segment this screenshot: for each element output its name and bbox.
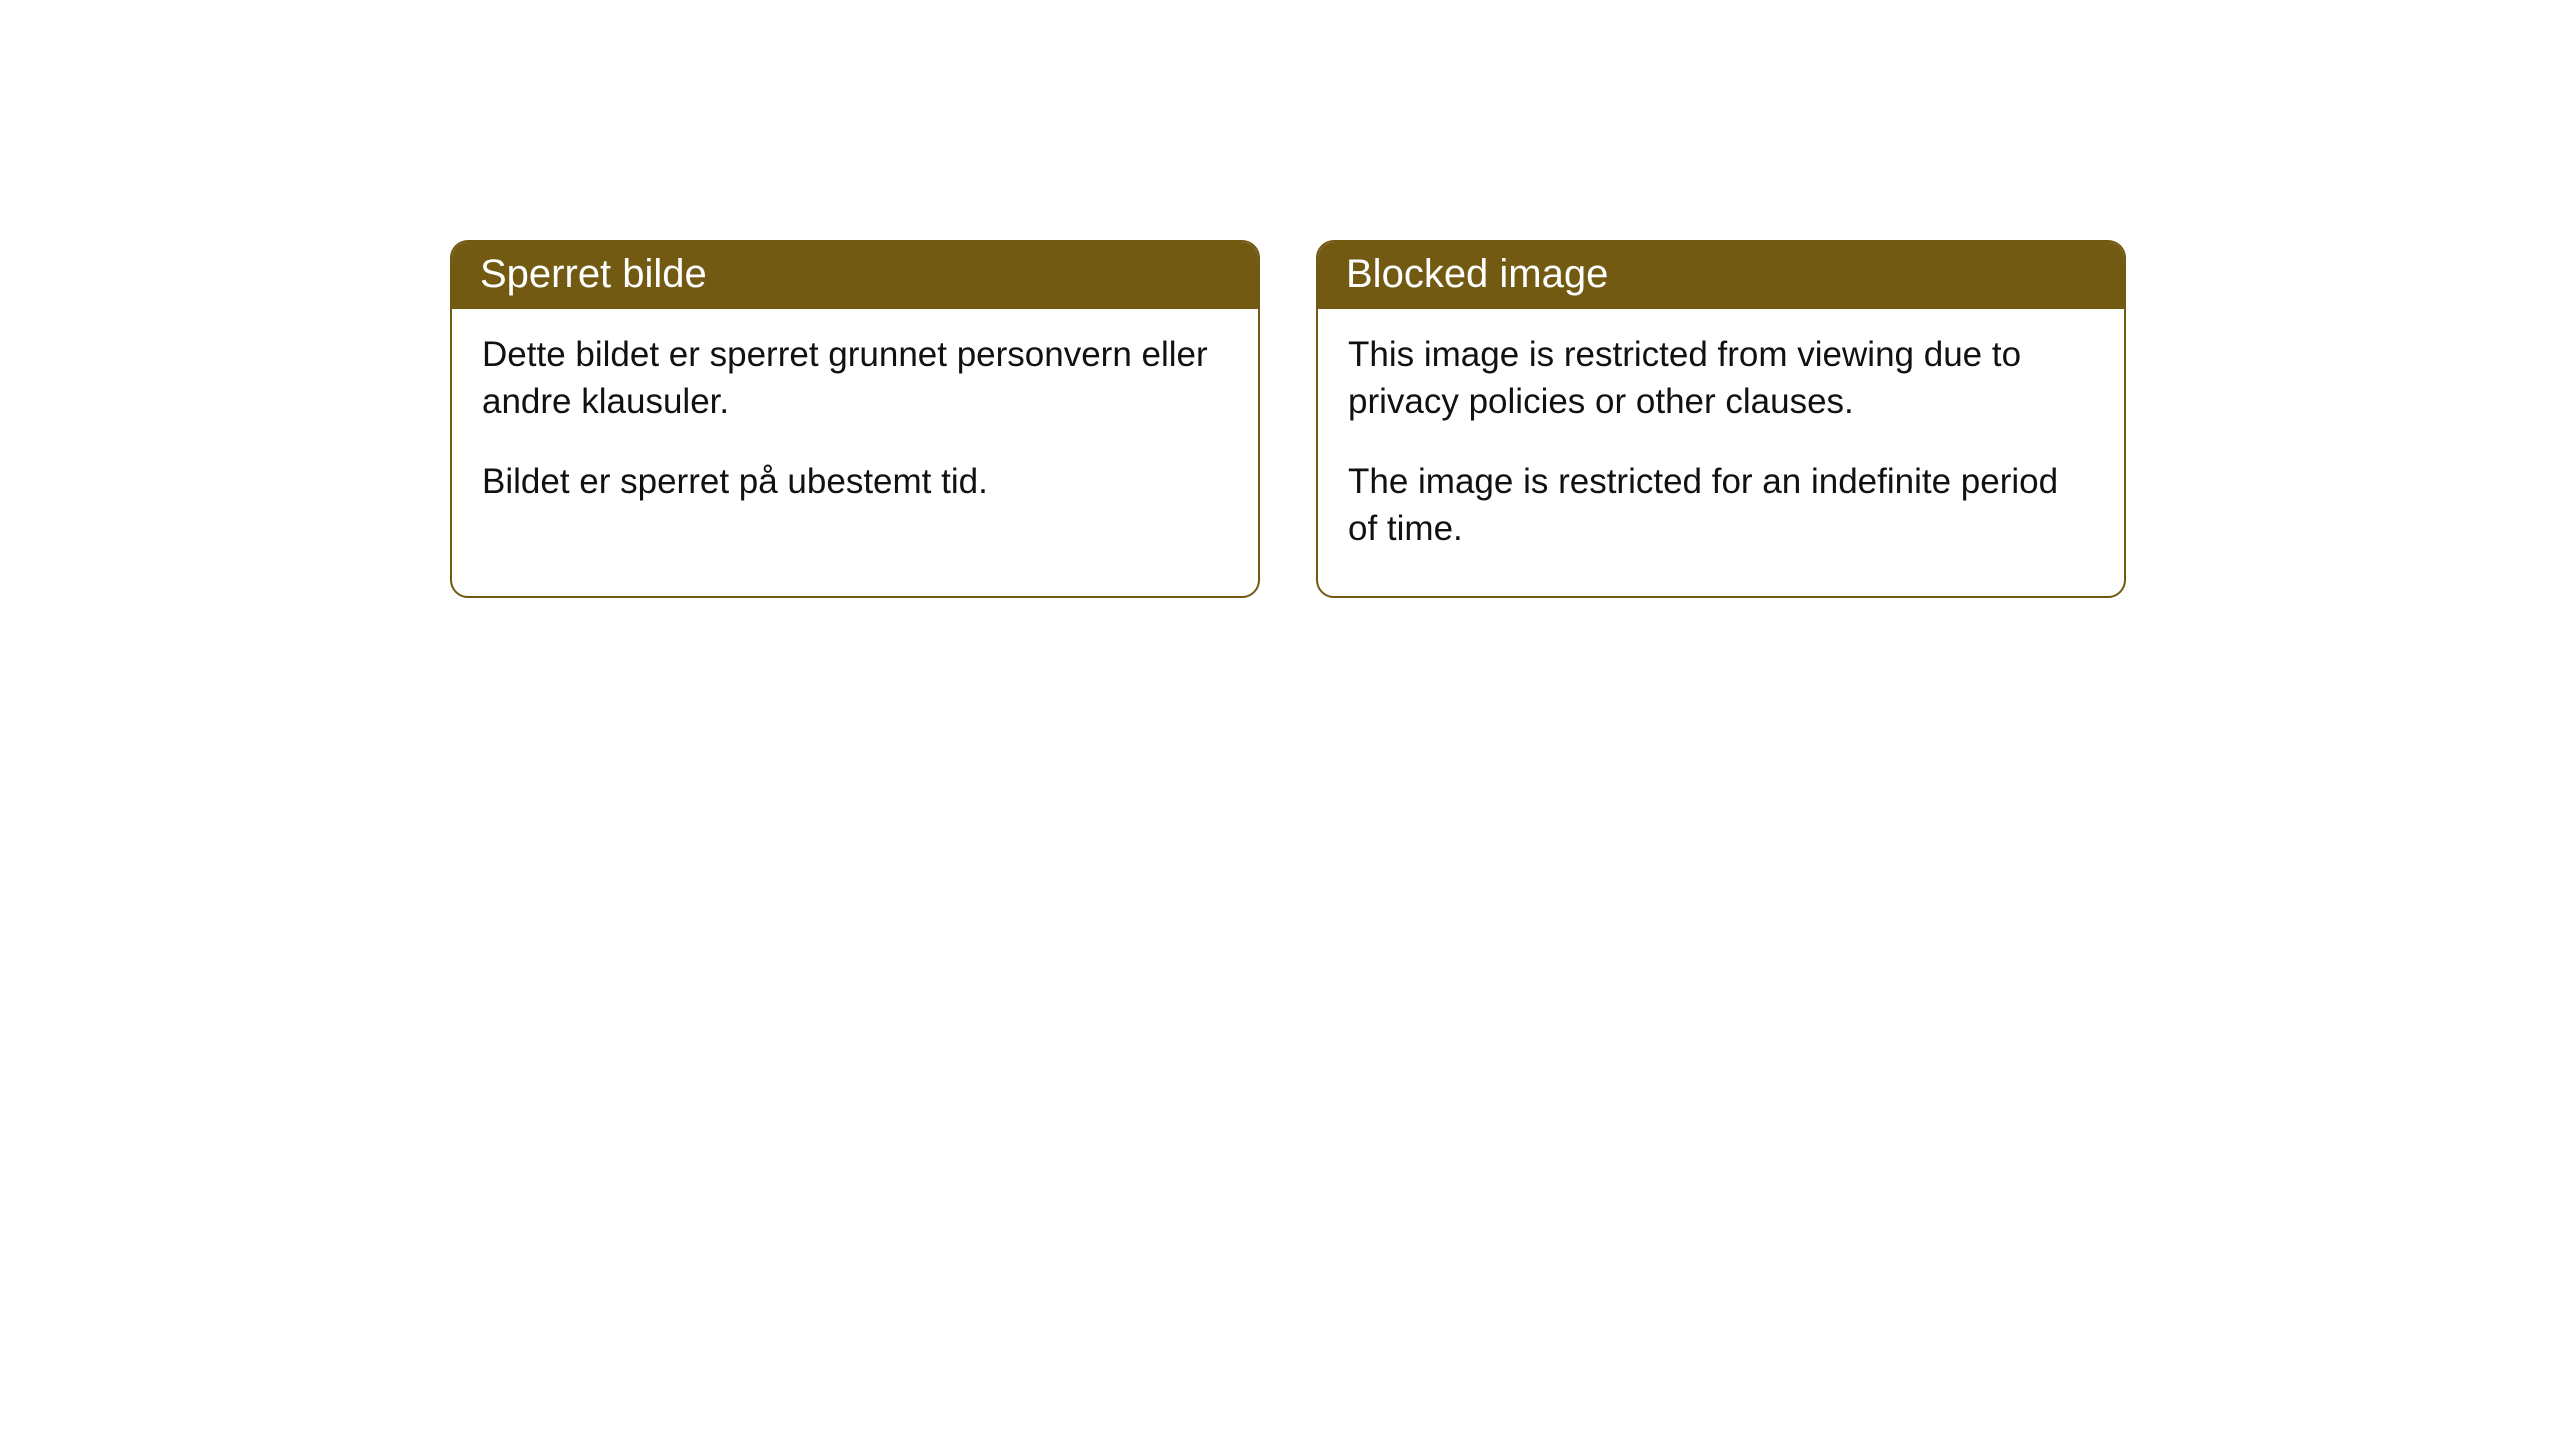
card-paragraph: The image is restricted for an indefinit…	[1348, 458, 2094, 553]
card-header-no: Sperret bilde	[452, 242, 1258, 309]
blocked-image-card-no: Sperret bilde Dette bildet er sperret gr…	[450, 240, 1260, 598]
card-paragraph: This image is restricted from viewing du…	[1348, 331, 2094, 426]
card-paragraph: Bildet er sperret på ubestemt tid.	[482, 458, 1228, 505]
card-body-en: This image is restricted from viewing du…	[1318, 309, 2124, 596]
card-header-en: Blocked image	[1318, 242, 2124, 309]
cards-container: Sperret bilde Dette bildet er sperret gr…	[0, 0, 2560, 598]
card-paragraph: Dette bildet er sperret grunnet personve…	[482, 331, 1228, 426]
card-body-no: Dette bildet er sperret grunnet personve…	[452, 309, 1258, 549]
blocked-image-card-en: Blocked image This image is restricted f…	[1316, 240, 2126, 598]
